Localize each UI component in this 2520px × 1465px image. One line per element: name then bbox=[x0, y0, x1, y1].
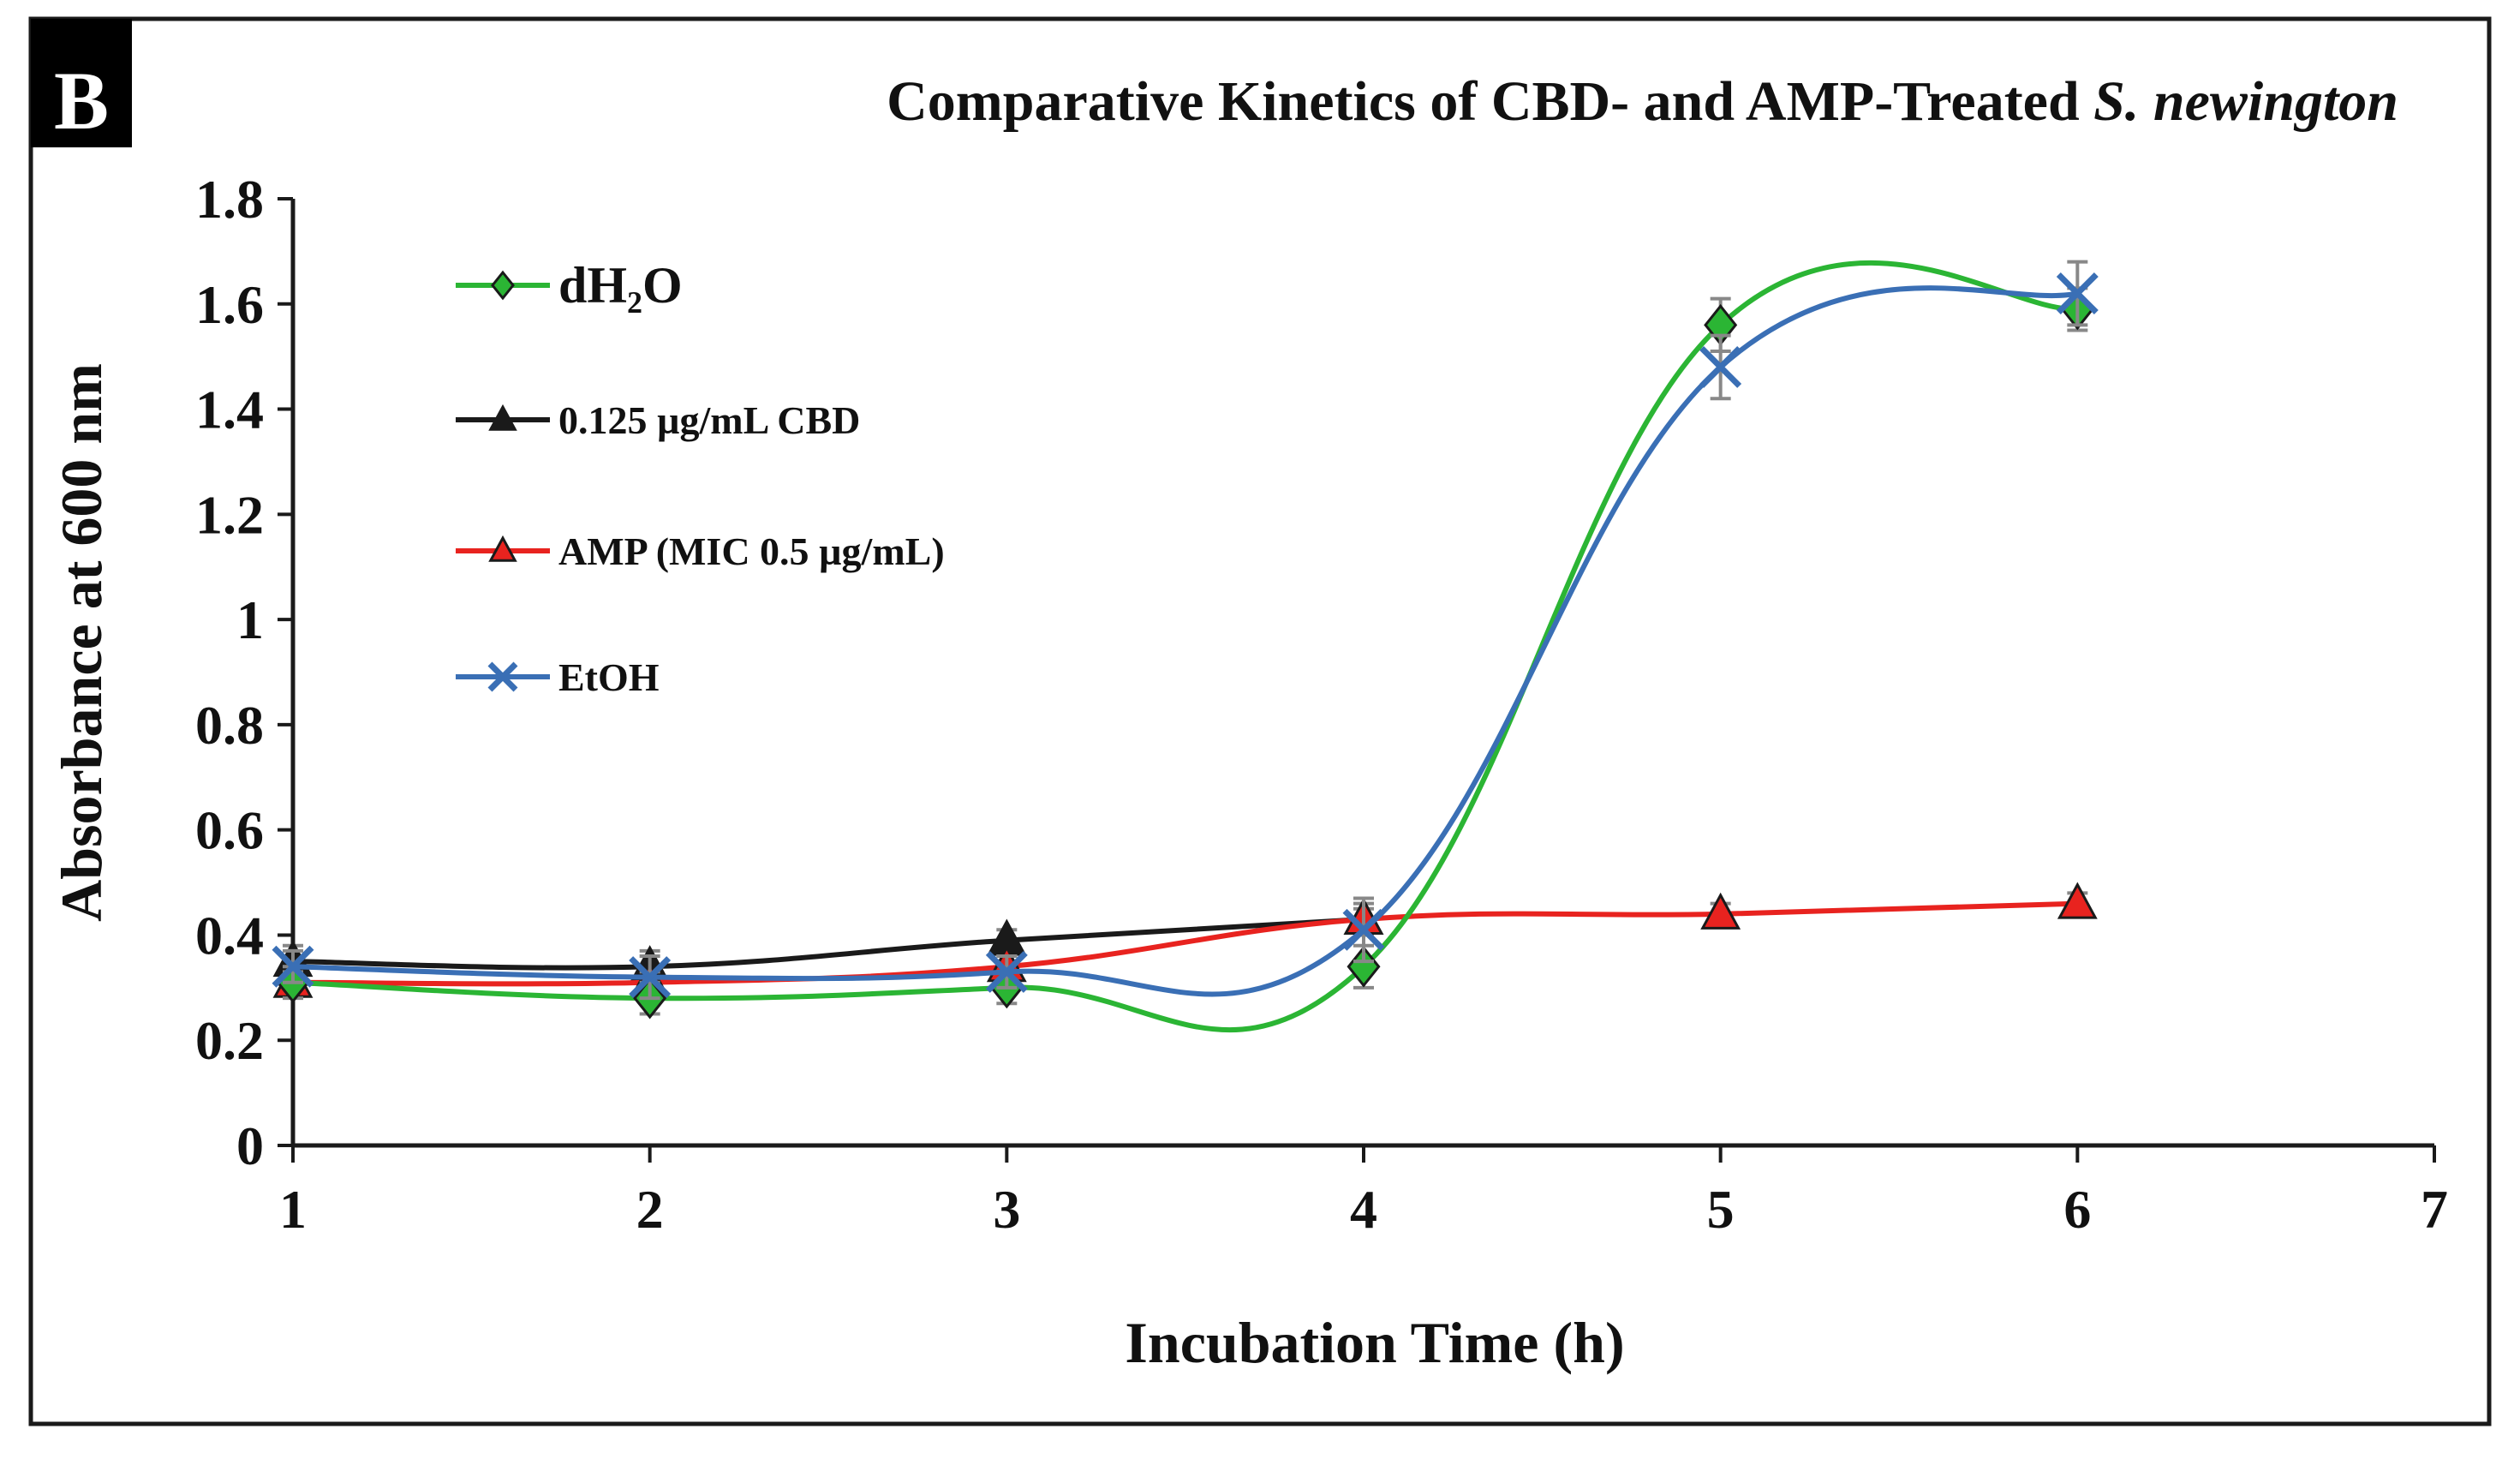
legend-label-etoh: EtOH bbox=[558, 655, 660, 699]
panel-label: B bbox=[54, 55, 109, 146]
legend-label-dh2o: dH₂O bbox=[558, 257, 683, 314]
data-point-etoh bbox=[2056, 272, 2099, 314]
x-tick-label: 7 bbox=[2421, 1179, 2448, 1240]
legend-entry-0-125-g-ml-cbd: 0.125 µg/mL CBD bbox=[456, 398, 860, 442]
marker-stroke bbox=[629, 956, 672, 999]
legend-marker bbox=[487, 661, 518, 692]
x-tick-label: 1 bbox=[279, 1179, 307, 1240]
legend-entry-amp-mic-0-5-g-ml: AMP (MIC 0.5 µg/mL) bbox=[456, 529, 945, 573]
y-tick-label: 1.2 bbox=[195, 484, 264, 545]
y-tick-label: 0.2 bbox=[195, 1010, 264, 1071]
legend-marker bbox=[491, 270, 515, 301]
plot-series bbox=[272, 260, 2099, 1033]
data-point-etoh bbox=[1342, 908, 1385, 951]
series-etoh bbox=[272, 260, 2099, 1001]
y-tick-label: 0 bbox=[236, 1115, 264, 1176]
x-tick-label: 5 bbox=[1707, 1179, 1735, 1240]
marker-stroke bbox=[985, 950, 1028, 993]
y-tick-label: 1.8 bbox=[195, 169, 264, 230]
x-tick-label: 3 bbox=[993, 1179, 1020, 1240]
data-point-etoh bbox=[985, 950, 1028, 993]
marker-stroke bbox=[272, 945, 314, 988]
legend: dH₂O 0.125 µg/mL CBD AMP (MIC 0.5 µg/mL) Et… bbox=[456, 257, 945, 699]
marker-stroke bbox=[1342, 908, 1385, 951]
series-line-etoh bbox=[292, 285, 2078, 997]
x-axis-title: Incubation Time (h) bbox=[1125, 1310, 1624, 1375]
x-tick-label: 6 bbox=[2063, 1179, 2091, 1240]
y-tick-label: 1.4 bbox=[195, 380, 264, 440]
marker-stroke bbox=[487, 661, 518, 692]
y-tick-label: 0.4 bbox=[195, 905, 264, 966]
legend-label-amp-mic-0-5-g-ml: AMP (MIC 0.5 µg/mL) bbox=[558, 529, 945, 573]
data-point-amp-mic-0-5-g-ml bbox=[2057, 882, 2098, 919]
data-point-amp-mic-0-5-g-ml bbox=[1700, 892, 1741, 930]
axes: 0 0.2 0.4 0.6 0.8 1 1.2 1.4 1.6 1.8 1 2 3 4 5 6 7 bbox=[195, 169, 2448, 1240]
marker-stroke bbox=[1699, 345, 1742, 388]
figure-frame bbox=[28, 16, 2492, 1426]
series-line-amp-mic-0-5-g-ml bbox=[292, 900, 2078, 987]
chart-title: Comparative Kinetics of CBD- and AMP-Tre… bbox=[887, 70, 2398, 133]
legend-entry-etoh: EtOH bbox=[456, 655, 660, 699]
x-tick-label: 2 bbox=[636, 1179, 664, 1240]
data-point-etoh bbox=[1699, 345, 1742, 388]
data-point-etoh bbox=[629, 956, 672, 999]
chart-title-italic: S. newington bbox=[2093, 70, 2398, 133]
legend-label-0-125-g-ml-cbd: 0.125 µg/mL CBD bbox=[558, 398, 860, 442]
y-tick-label: 1.6 bbox=[195, 274, 264, 335]
panel-label-box bbox=[31, 19, 132, 147]
marker-stroke bbox=[2056, 272, 2099, 314]
legend-marker bbox=[488, 404, 517, 431]
y-axis-title: Absorbance at 600 nm bbox=[49, 363, 114, 922]
series-line-0-125-g-ml-cbd bbox=[292, 917, 1365, 971]
data-point-etoh bbox=[272, 945, 314, 988]
legend-entry-dh2o: dH₂O bbox=[456, 257, 683, 314]
legend-marker bbox=[488, 535, 517, 562]
y-tick-label: 0.6 bbox=[195, 800, 264, 861]
y-tick-label: 1 bbox=[236, 589, 264, 650]
y-tick-label: 0.8 bbox=[195, 695, 264, 756]
chart-title-main: Comparative Kinetics of CBD- and AMP-Tre… bbox=[887, 70, 2080, 133]
x-tick-label: 4 bbox=[1350, 1179, 1377, 1240]
